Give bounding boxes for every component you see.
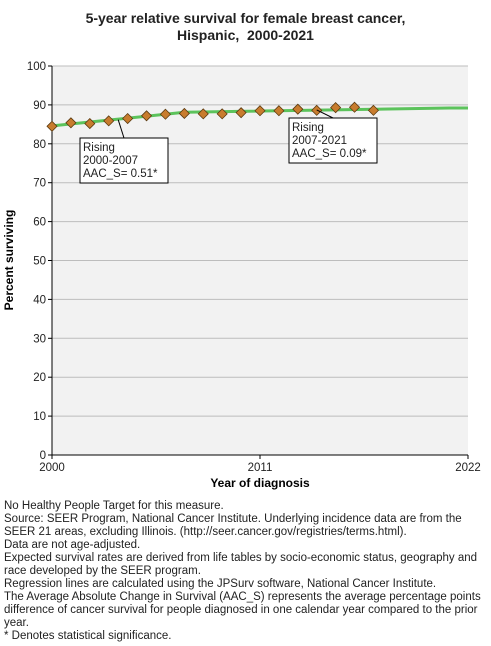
observed-data-point bbox=[122, 112, 134, 125]
y-tick-label: 10 bbox=[33, 411, 46, 423]
annotation-leader-line bbox=[117, 119, 125, 139]
footnote: No Healthy People Target for this measur… bbox=[4, 500, 224, 512]
observed-data-point bbox=[65, 117, 77, 129]
annotation-text: Rising bbox=[83, 142, 115, 154]
footnote: * Denotes statistical significance. bbox=[4, 630, 172, 642]
footnote: Source: SEER Program, National Cancer In… bbox=[4, 513, 462, 538]
observed-data-point bbox=[292, 103, 304, 115]
annotation-text: AAC_S= 0.09* bbox=[292, 148, 367, 160]
observed-data-point bbox=[216, 108, 228, 120]
annotation-box bbox=[288, 117, 378, 164]
chart-title-line-2: Hispanic, 2000-2021 bbox=[177, 27, 314, 43]
footnote: Regression lines are calculated using th… bbox=[4, 578, 437, 590]
y-tick-label: 100 bbox=[27, 61, 46, 73]
observed-data-point bbox=[103, 115, 115, 127]
footnote: The Average Absolute Change in Survival … bbox=[4, 591, 481, 629]
annotation-text: 2000-2007 bbox=[83, 155, 138, 167]
chart-title: 5-year relative survival for female brea… bbox=[0, 10, 491, 44]
observed-data-point bbox=[140, 110, 153, 122]
gridlines bbox=[52, 65, 468, 417]
x-axis-label: Year of diagnosis bbox=[210, 476, 310, 490]
annotation-leader-line bbox=[316, 109, 334, 119]
y-tick-label: 50 bbox=[33, 256, 46, 268]
y-tick-label: 90 bbox=[33, 100, 46, 112]
observed-data-point bbox=[254, 105, 266, 117]
y-axis-ticks: 0 10 20 30 40 50 60 70 80 90 100 bbox=[27, 61, 52, 462]
x-axis-ticks: 2000 2011 2022 bbox=[39, 455, 481, 474]
observed-data-point bbox=[178, 107, 190, 120]
observed-data-point bbox=[348, 101, 361, 113]
annotation-text: 2007-2021 bbox=[292, 135, 347, 147]
y-tick-label: 60 bbox=[33, 217, 46, 229]
y-tick-label: 80 bbox=[33, 139, 46, 151]
annotation-text: AAC_S= 0.51* bbox=[83, 168, 158, 180]
observed-data-point bbox=[330, 102, 342, 114]
chart-title-line-1: 5-year relative survival for female brea… bbox=[85, 10, 406, 26]
y-tick-label: 70 bbox=[33, 178, 46, 190]
y-tick-label: 0 bbox=[40, 450, 46, 462]
observed-data-point bbox=[197, 108, 209, 120]
y-tick-label: 30 bbox=[33, 333, 46, 345]
observed-data-point bbox=[84, 118, 96, 130]
observed-data-point bbox=[367, 104, 380, 116]
footnote: Data are not age-adjusted. bbox=[4, 539, 141, 551]
observed-series bbox=[46, 101, 380, 132]
footnotes: No Healthy People Target for this measur… bbox=[4, 500, 488, 643]
x-tick-label: 2022 bbox=[455, 462, 481, 474]
y-tick-label: 20 bbox=[33, 372, 46, 384]
annotation-box bbox=[79, 137, 169, 184]
observed-data-point bbox=[235, 107, 247, 119]
x-tick-label: 2011 bbox=[248, 462, 273, 474]
observed-data-point bbox=[273, 105, 285, 117]
y-tick-label: 40 bbox=[33, 294, 46, 306]
survival-line-chart: 0 10 20 30 40 50 60 70 80 90 100 2000 2011 2022 Risi… bbox=[2, 61, 481, 490]
observed-data-point bbox=[46, 120, 58, 132]
x-tick-label: 2000 bbox=[39, 462, 65, 474]
y-axis-label: Percent surviving bbox=[2, 210, 16, 311]
observed-data-point bbox=[159, 108, 172, 120]
annotation-text: Rising bbox=[292, 122, 324, 134]
footnote: Expected survival rates are derived from… bbox=[4, 552, 478, 577]
